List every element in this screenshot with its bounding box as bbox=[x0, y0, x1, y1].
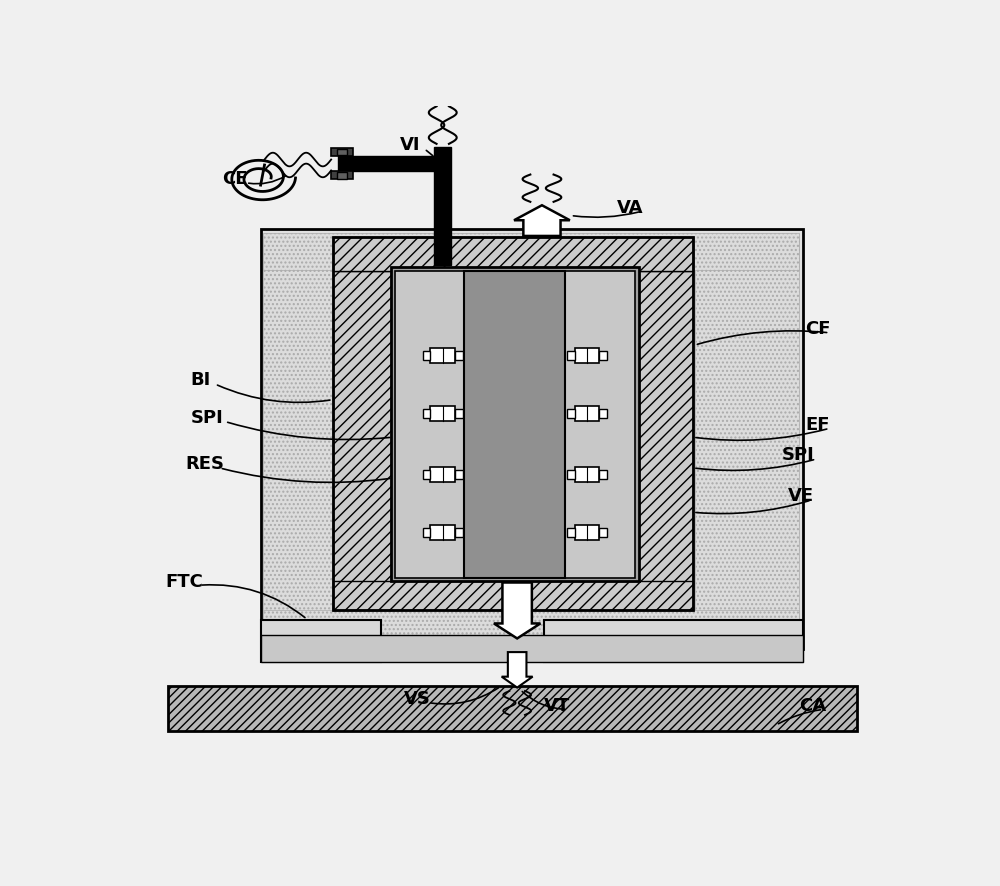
Bar bbox=[333, 581, 693, 610]
Bar bbox=[455, 470, 463, 479]
Bar bbox=[333, 271, 391, 610]
Bar bbox=[455, 528, 463, 538]
FancyArrow shape bbox=[502, 652, 533, 688]
Bar bbox=[695, 236, 799, 645]
FancyBboxPatch shape bbox=[574, 525, 599, 540]
Bar bbox=[599, 528, 607, 538]
Bar bbox=[455, 408, 463, 418]
Text: CE: CE bbox=[222, 170, 247, 188]
Bar bbox=[168, 687, 857, 731]
Bar bbox=[337, 149, 347, 155]
Text: RES: RES bbox=[185, 455, 224, 473]
Bar bbox=[599, 351, 607, 360]
FancyBboxPatch shape bbox=[430, 406, 455, 421]
FancyBboxPatch shape bbox=[574, 467, 599, 482]
Bar bbox=[395, 271, 464, 579]
Bar bbox=[423, 470, 430, 479]
Bar bbox=[333, 237, 693, 271]
Text: VE: VE bbox=[788, 487, 814, 505]
FancyBboxPatch shape bbox=[430, 525, 455, 540]
Bar bbox=[261, 620, 381, 663]
Bar bbox=[464, 271, 565, 579]
Text: CF: CF bbox=[805, 320, 831, 338]
FancyBboxPatch shape bbox=[430, 348, 455, 363]
Text: VA: VA bbox=[617, 198, 644, 217]
Bar bbox=[423, 528, 430, 538]
Text: EF: EF bbox=[805, 416, 830, 434]
FancyBboxPatch shape bbox=[574, 348, 599, 363]
Bar bbox=[261, 635, 803, 663]
Text: VS: VS bbox=[404, 690, 431, 708]
Text: VI: VI bbox=[400, 136, 421, 154]
Bar bbox=[337, 172, 347, 179]
Text: SPI: SPI bbox=[782, 447, 815, 464]
Text: BI: BI bbox=[191, 371, 211, 390]
Bar bbox=[609, 271, 693, 610]
Text: SPI: SPI bbox=[191, 409, 224, 427]
FancyArrow shape bbox=[514, 206, 570, 236]
Bar bbox=[391, 268, 639, 581]
Text: VT: VT bbox=[544, 697, 570, 715]
Bar bbox=[599, 470, 607, 479]
FancyBboxPatch shape bbox=[574, 406, 599, 421]
Bar bbox=[544, 620, 803, 663]
Bar bbox=[331, 148, 353, 156]
Bar bbox=[567, 351, 574, 360]
Bar bbox=[567, 528, 574, 538]
FancyBboxPatch shape bbox=[430, 467, 455, 482]
Bar bbox=[331, 171, 353, 179]
FancyArrow shape bbox=[494, 582, 540, 639]
Bar bbox=[567, 408, 574, 418]
Bar bbox=[423, 351, 430, 360]
Text: CA: CA bbox=[799, 697, 826, 715]
Bar bbox=[261, 229, 803, 649]
Bar bbox=[423, 408, 430, 418]
Bar bbox=[338, 156, 434, 171]
Text: FTC: FTC bbox=[165, 572, 203, 591]
Bar bbox=[567, 470, 574, 479]
Bar bbox=[434, 147, 451, 265]
Bar bbox=[599, 408, 607, 418]
Bar bbox=[333, 237, 693, 610]
Bar bbox=[263, 610, 799, 645]
Bar bbox=[565, 271, 635, 579]
Bar bbox=[455, 351, 463, 360]
Bar bbox=[263, 232, 799, 270]
Bar bbox=[263, 236, 333, 645]
